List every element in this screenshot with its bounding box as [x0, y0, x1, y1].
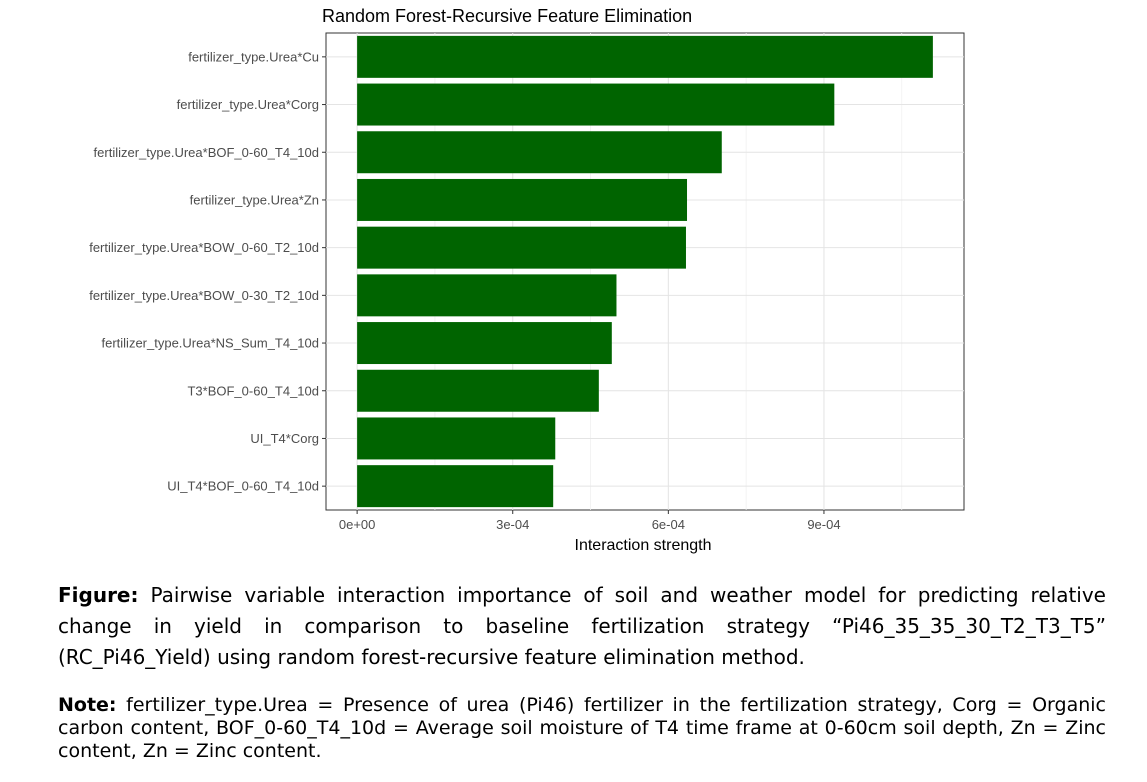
x-axis-title: Interaction strength [575, 537, 712, 554]
y-tick-label: UI_T4*Corg [250, 431, 319, 446]
bar [357, 465, 554, 508]
x-tick-label: 3e-04 [496, 517, 529, 532]
x-tick-label: 9e-04 [807, 517, 840, 532]
y-tick-label: fertilizer_type.Urea*Zn [190, 192, 319, 207]
y-axis: fertilizer_type.Urea*Cu fertilizer_type.U… [89, 49, 326, 494]
bar [357, 322, 612, 365]
x-tick-label: 0e+00 [339, 517, 376, 532]
x-axis: 0e+00 3e-04 6e-04 9e-04 [339, 510, 841, 532]
chart-title: Random Forest-Recursive Feature Eliminat… [322, 6, 692, 26]
y-tick-label: fertilizer_type.Urea*NS_Sum_T4_10d [102, 336, 320, 351]
bar [357, 83, 835, 126]
y-tick-label: fertilizer_type.Urea*Cu [188, 49, 319, 64]
y-tick-label: UI_T4*BOF_0-60_T4_10d [167, 479, 319, 494]
note-text: fertilizer_type.Urea = Presence of urea … [58, 694, 1106, 762]
bar [357, 178, 688, 221]
bars [357, 35, 933, 508]
y-tick-label: fertilizer_type.Urea*BOW_0-30_T2_10d [89, 288, 319, 303]
x-tick-label: 6e-04 [652, 517, 685, 532]
y-tick-label: fertilizer_type.Urea*BOW_0-60_T2_10d [89, 240, 319, 255]
bar [357, 274, 617, 317]
bar [357, 226, 686, 269]
bar [357, 417, 556, 460]
bar-chart: Random Forest-Recursive Feature Eliminat… [89, 6, 965, 554]
y-tick-label: fertilizer_type.Urea*Corg [177, 97, 319, 112]
bar [357, 35, 933, 78]
figure-caption-text: Pairwise variable interaction importance… [58, 583, 1106, 669]
y-tick-label: fertilizer_type.Urea*BOF_0-60_T4_10d [94, 145, 319, 160]
bar [357, 369, 599, 412]
note-label: Note: [58, 694, 117, 716]
bar [357, 131, 722, 174]
note-caption: Note: fertilizer_type.Urea = Presence of… [58, 694, 1106, 763]
figure-caption: Figure: Pairwise variable interaction im… [58, 580, 1106, 673]
figure-caption-label: Figure: [58, 583, 139, 607]
y-tick-label: T3*BOF_0-60_T4_10d [187, 383, 319, 398]
